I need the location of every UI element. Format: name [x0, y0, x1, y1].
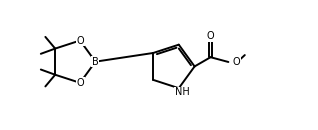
- Text: NH: NH: [175, 87, 189, 97]
- Text: O: O: [207, 31, 214, 41]
- Text: O: O: [233, 57, 240, 67]
- Text: O: O: [76, 78, 84, 88]
- Text: B: B: [92, 57, 99, 67]
- Text: O: O: [76, 35, 84, 46]
